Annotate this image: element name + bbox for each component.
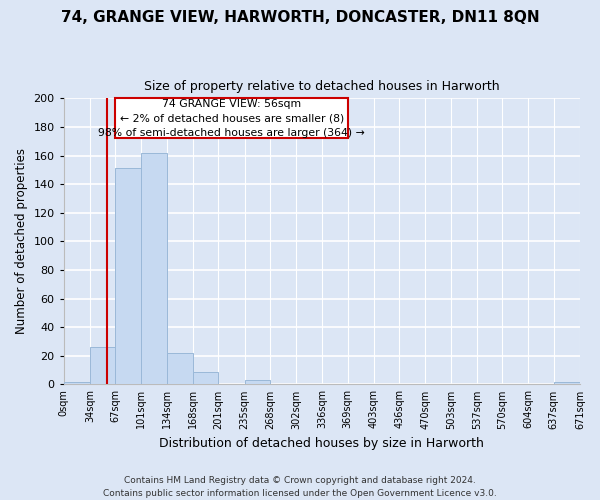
Bar bbox=[90, 347, 115, 385]
Y-axis label: Number of detached properties: Number of detached properties bbox=[15, 148, 28, 334]
Bar bbox=[167, 353, 193, 384]
Bar bbox=[142, 152, 167, 384]
Text: Contains HM Land Registry data © Crown copyright and database right 2024.
Contai: Contains HM Land Registry data © Crown c… bbox=[103, 476, 497, 498]
Bar bbox=[554, 382, 580, 384]
Text: 74 GRANGE VIEW: 56sqm
← 2% of detached houses are smaller (8)
98% of semi-detach: 74 GRANGE VIEW: 56sqm ← 2% of detached h… bbox=[98, 99, 365, 138]
Bar bbox=[245, 380, 270, 384]
Title: Size of property relative to detached houses in Harworth: Size of property relative to detached ho… bbox=[144, 80, 500, 93]
Text: 74, GRANGE VIEW, HARWORTH, DONCASTER, DN11 8QN: 74, GRANGE VIEW, HARWORTH, DONCASTER, DN… bbox=[61, 10, 539, 25]
FancyBboxPatch shape bbox=[115, 98, 349, 138]
Bar bbox=[193, 372, 218, 384]
Bar bbox=[64, 382, 90, 384]
Bar bbox=[115, 168, 142, 384]
X-axis label: Distribution of detached houses by size in Harworth: Distribution of detached houses by size … bbox=[160, 437, 484, 450]
